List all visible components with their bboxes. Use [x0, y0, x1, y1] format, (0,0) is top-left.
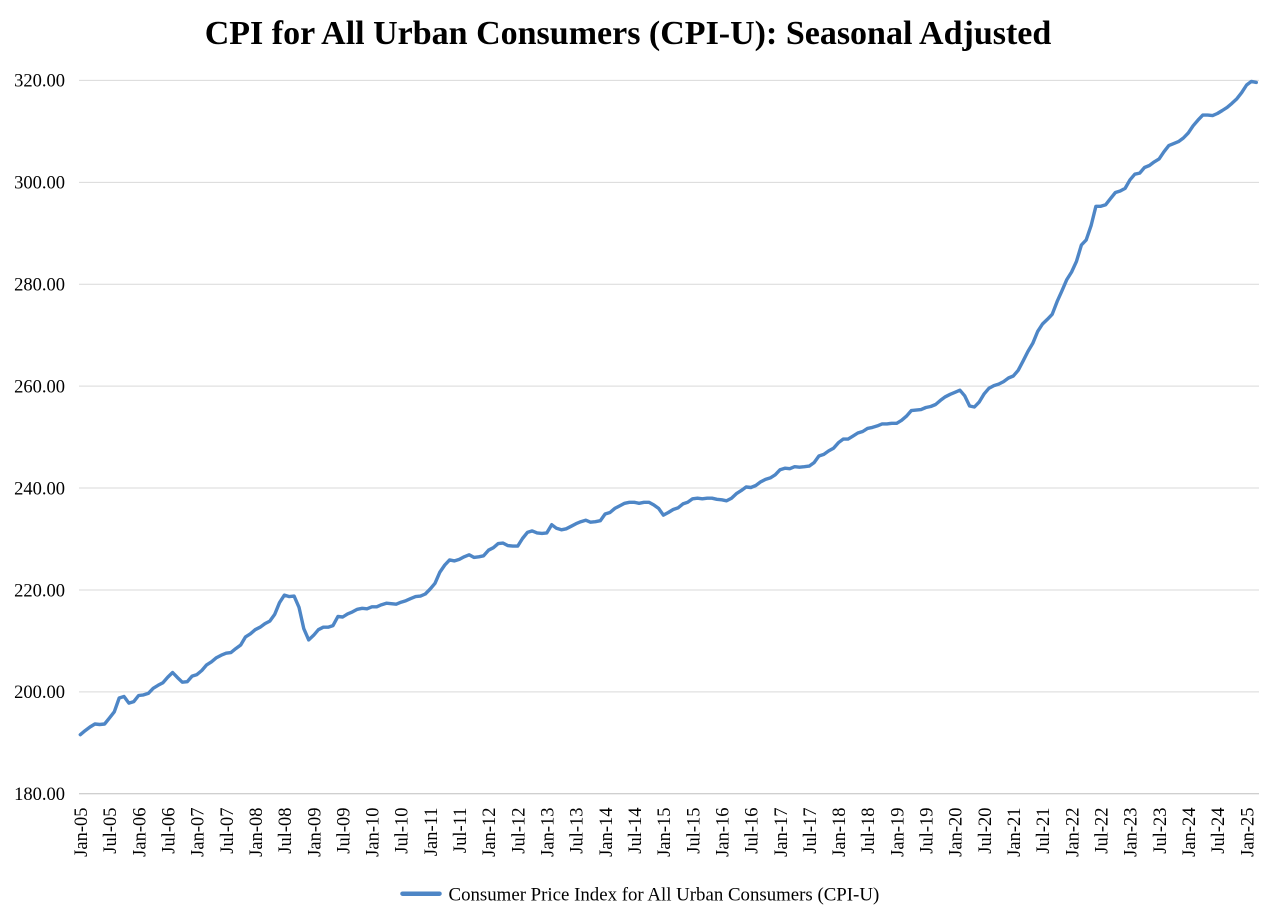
svg-text:Jan-07: Jan-07	[189, 808, 209, 857]
svg-text:Jan-23: Jan-23	[1122, 808, 1142, 857]
svg-text:Jul-10: Jul-10	[393, 808, 413, 854]
svg-text:Jan-12: Jan-12	[480, 808, 500, 857]
svg-text:Jan-11: Jan-11	[422, 808, 442, 857]
svg-text:300.00: 300.00	[14, 174, 65, 194]
svg-text:Jan-06: Jan-06	[130, 808, 150, 857]
svg-text:Jul-14: Jul-14	[626, 808, 646, 854]
svg-text:Jul-08: Jul-08	[276, 808, 296, 854]
svg-text:Jul-05: Jul-05	[101, 808, 121, 854]
svg-text:Jan-14: Jan-14	[597, 808, 617, 857]
svg-text:200.00: 200.00	[14, 683, 65, 703]
svg-text:280.00: 280.00	[14, 276, 65, 296]
svg-text:Jul-09: Jul-09	[334, 808, 354, 854]
svg-text:Jan-21: Jan-21	[1005, 808, 1025, 857]
svg-text:Jan-13: Jan-13	[539, 808, 559, 857]
svg-text:180.00: 180.00	[14, 785, 65, 805]
svg-text:Jan-09: Jan-09	[305, 808, 325, 857]
svg-text:240.00: 240.00	[14, 479, 65, 499]
svg-text:Jul-17: Jul-17	[801, 808, 821, 854]
svg-text:Jul-13: Jul-13	[568, 808, 588, 854]
svg-text:Jul-16: Jul-16	[743, 808, 763, 854]
svg-text:CPI for All Urban Consumers (C: CPI for All Urban Consumers (CPI-U): Sea…	[205, 15, 1052, 52]
svg-text:Jul-18: Jul-18	[859, 808, 879, 854]
svg-text:Jul-12: Jul-12	[509, 808, 529, 854]
svg-text:Jul-11: Jul-11	[451, 808, 471, 854]
svg-text:Jul-06: Jul-06	[159, 808, 179, 854]
svg-text:Jul-07: Jul-07	[218, 808, 238, 854]
svg-text:Jul-20: Jul-20	[976, 808, 996, 854]
svg-text:Jan-05: Jan-05	[72, 808, 92, 857]
svg-text:Jul-21: Jul-21	[1034, 808, 1054, 854]
svg-text:Jan-24: Jan-24	[1180, 808, 1200, 857]
svg-text:260.00: 260.00	[14, 377, 65, 397]
svg-text:Jan-08: Jan-08	[247, 808, 267, 857]
svg-text:320.00: 320.00	[14, 72, 65, 92]
svg-text:220.00: 220.00	[14, 581, 65, 601]
svg-text:Jul-22: Jul-22	[1092, 808, 1112, 854]
svg-text:Jan-10: Jan-10	[364, 808, 384, 857]
svg-text:Jan-16: Jan-16	[713, 808, 733, 857]
svg-text:Jan-18: Jan-18	[830, 808, 850, 857]
svg-text:Jan-25: Jan-25	[1238, 808, 1258, 857]
svg-text:Jul-19: Jul-19	[918, 808, 938, 854]
svg-text:Jan-17: Jan-17	[772, 808, 792, 857]
svg-text:Jan-19: Jan-19	[888, 808, 908, 857]
svg-text:Jan-20: Jan-20	[947, 808, 967, 857]
svg-text:Jul-23: Jul-23	[1151, 808, 1171, 854]
svg-text:Consumer Price Index for All U: Consumer Price Index for All Urban Consu…	[449, 885, 880, 906]
svg-text:Jan-15: Jan-15	[655, 808, 675, 857]
svg-text:Jan-22: Jan-22	[1063, 808, 1083, 857]
svg-text:Jul-15: Jul-15	[684, 808, 704, 854]
svg-text:Jul-24: Jul-24	[1209, 808, 1229, 854]
